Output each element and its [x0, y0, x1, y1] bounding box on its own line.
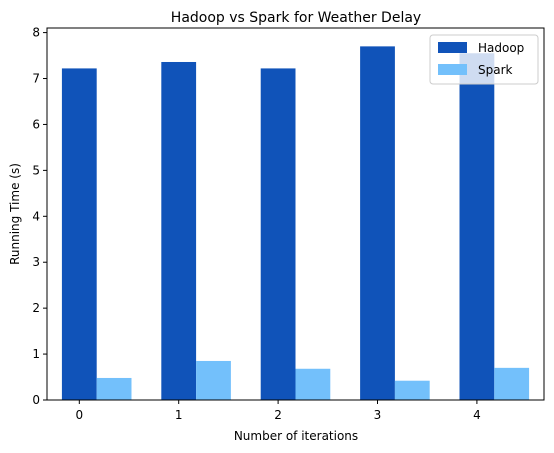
y-tick-label: 6 [32, 117, 40, 131]
y-tick-label: 4 [32, 209, 40, 223]
bars-group [61, 46, 530, 401]
x-ticks: 0 1 2 3 4 [75, 400, 481, 422]
bar-hadoop-0 [61, 68, 97, 400]
x-tick-label: 3 [374, 408, 382, 422]
bar-spark-3 [394, 380, 430, 400]
bar-spark-0 [96, 377, 132, 400]
bar-spark-4 [494, 367, 530, 400]
bar-hadoop-2 [260, 68, 296, 400]
legend-label-hadoop: Hadoop [478, 41, 524, 55]
bar-hadoop-1 [161, 61, 197, 401]
legend-swatch-hadoop [438, 42, 467, 53]
x-axis-label: Number of iterations [234, 429, 358, 443]
y-tick-label: 7 [32, 72, 40, 86]
y-tick-label: 3 [32, 255, 40, 269]
y-ticks: 0 1 2 3 4 5 6 7 8 [32, 26, 47, 407]
y-axis-label: Running Time (s) [8, 163, 22, 265]
y-tick-label: 2 [32, 301, 40, 315]
bar-spark-2 [295, 368, 331, 400]
x-tick-label: 4 [473, 408, 481, 422]
y-tick-label: 1 [32, 347, 40, 361]
legend: Hadoop Spark [429, 34, 539, 85]
x-tick-label: 2 [274, 408, 282, 422]
x-tick-label: 0 [75, 408, 83, 422]
y-tick-label: 8 [32, 26, 40, 40]
bar-hadoop-4 [459, 53, 495, 400]
y-tick-label: 5 [32, 163, 40, 177]
plot-frame [46, 27, 545, 401]
legend-swatch-spark [438, 64, 467, 75]
y-tick-label: 0 [32, 393, 40, 407]
x-tick-label: 1 [175, 408, 183, 422]
bar-spark-1 [196, 360, 231, 400]
legend-label-spark: Spark [478, 63, 513, 77]
bar-hadoop-3 [360, 46, 395, 401]
chart-title: Hadoop vs Spark for Weather Delay [171, 10, 421, 26]
